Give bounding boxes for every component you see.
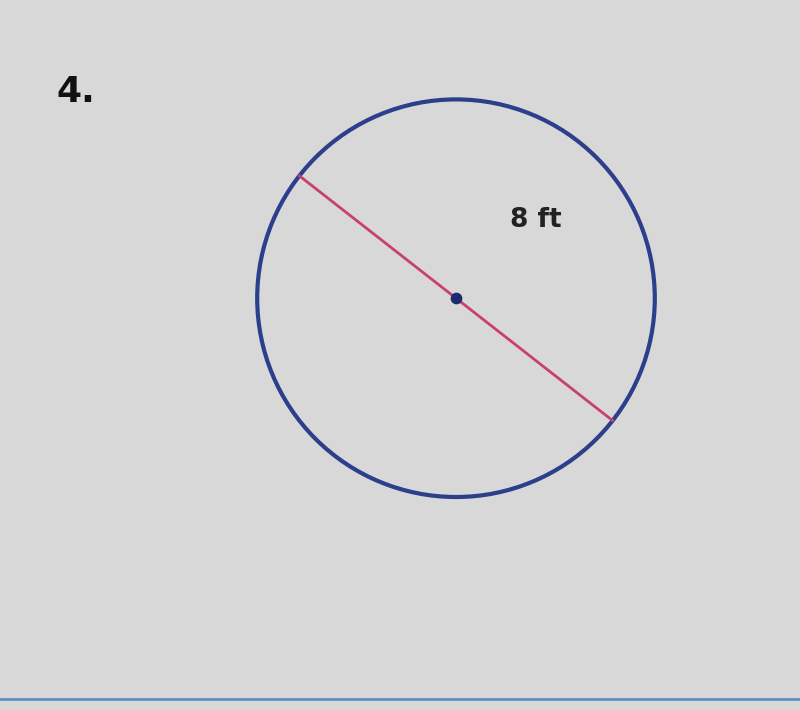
Text: 8 ft: 8 ft <box>510 207 562 233</box>
Point <box>450 293 462 304</box>
Text: 4.: 4. <box>56 75 94 109</box>
